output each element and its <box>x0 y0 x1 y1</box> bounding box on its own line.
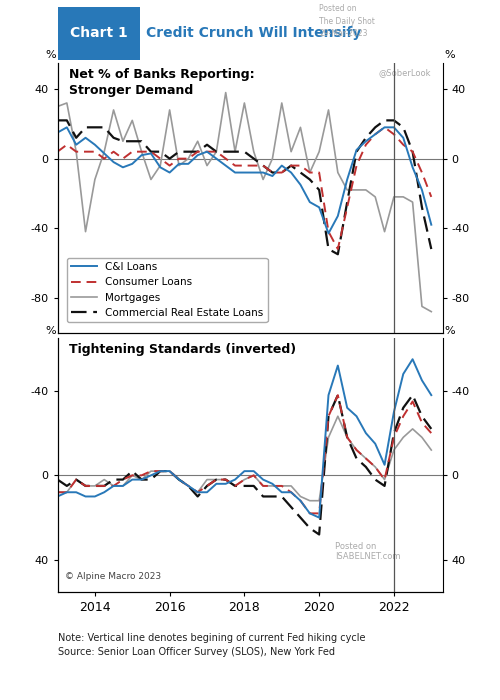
Text: Posted on
ISABELNET.com: Posted on ISABELNET.com <box>334 542 400 561</box>
Text: Net % of Banks Reporting:
Stronger Demand: Net % of Banks Reporting: Stronger Deman… <box>69 69 254 97</box>
Bar <box>58 7 140 60</box>
Text: %: % <box>45 326 56 335</box>
Text: Posted on
The Daily Shot
29-Mar-2023: Posted on The Daily Shot 29-Mar-2023 <box>320 4 375 39</box>
Text: %: % <box>45 50 56 60</box>
Text: Credit Crunch Will Intensify: Credit Crunch Will Intensify <box>146 26 362 40</box>
Legend: C&I Loans, Consumer Loans, Mortgages, Commercial Real Estate Loans: C&I Loans, Consumer Loans, Mortgages, Co… <box>66 258 268 322</box>
Text: © Alpine Macro 2023: © Alpine Macro 2023 <box>65 573 162 582</box>
Text: Note: Vertical line denotes begining of current Fed hiking cycle
Source: Senior : Note: Vertical line denotes begining of … <box>58 633 365 657</box>
Text: @SoberLook: @SoberLook <box>378 69 431 78</box>
Text: Tightening Standards (inverted): Tightening Standards (inverted) <box>69 343 296 356</box>
Text: %: % <box>444 50 455 60</box>
Text: Chart 1: Chart 1 <box>70 26 128 40</box>
Text: %: % <box>444 326 455 335</box>
